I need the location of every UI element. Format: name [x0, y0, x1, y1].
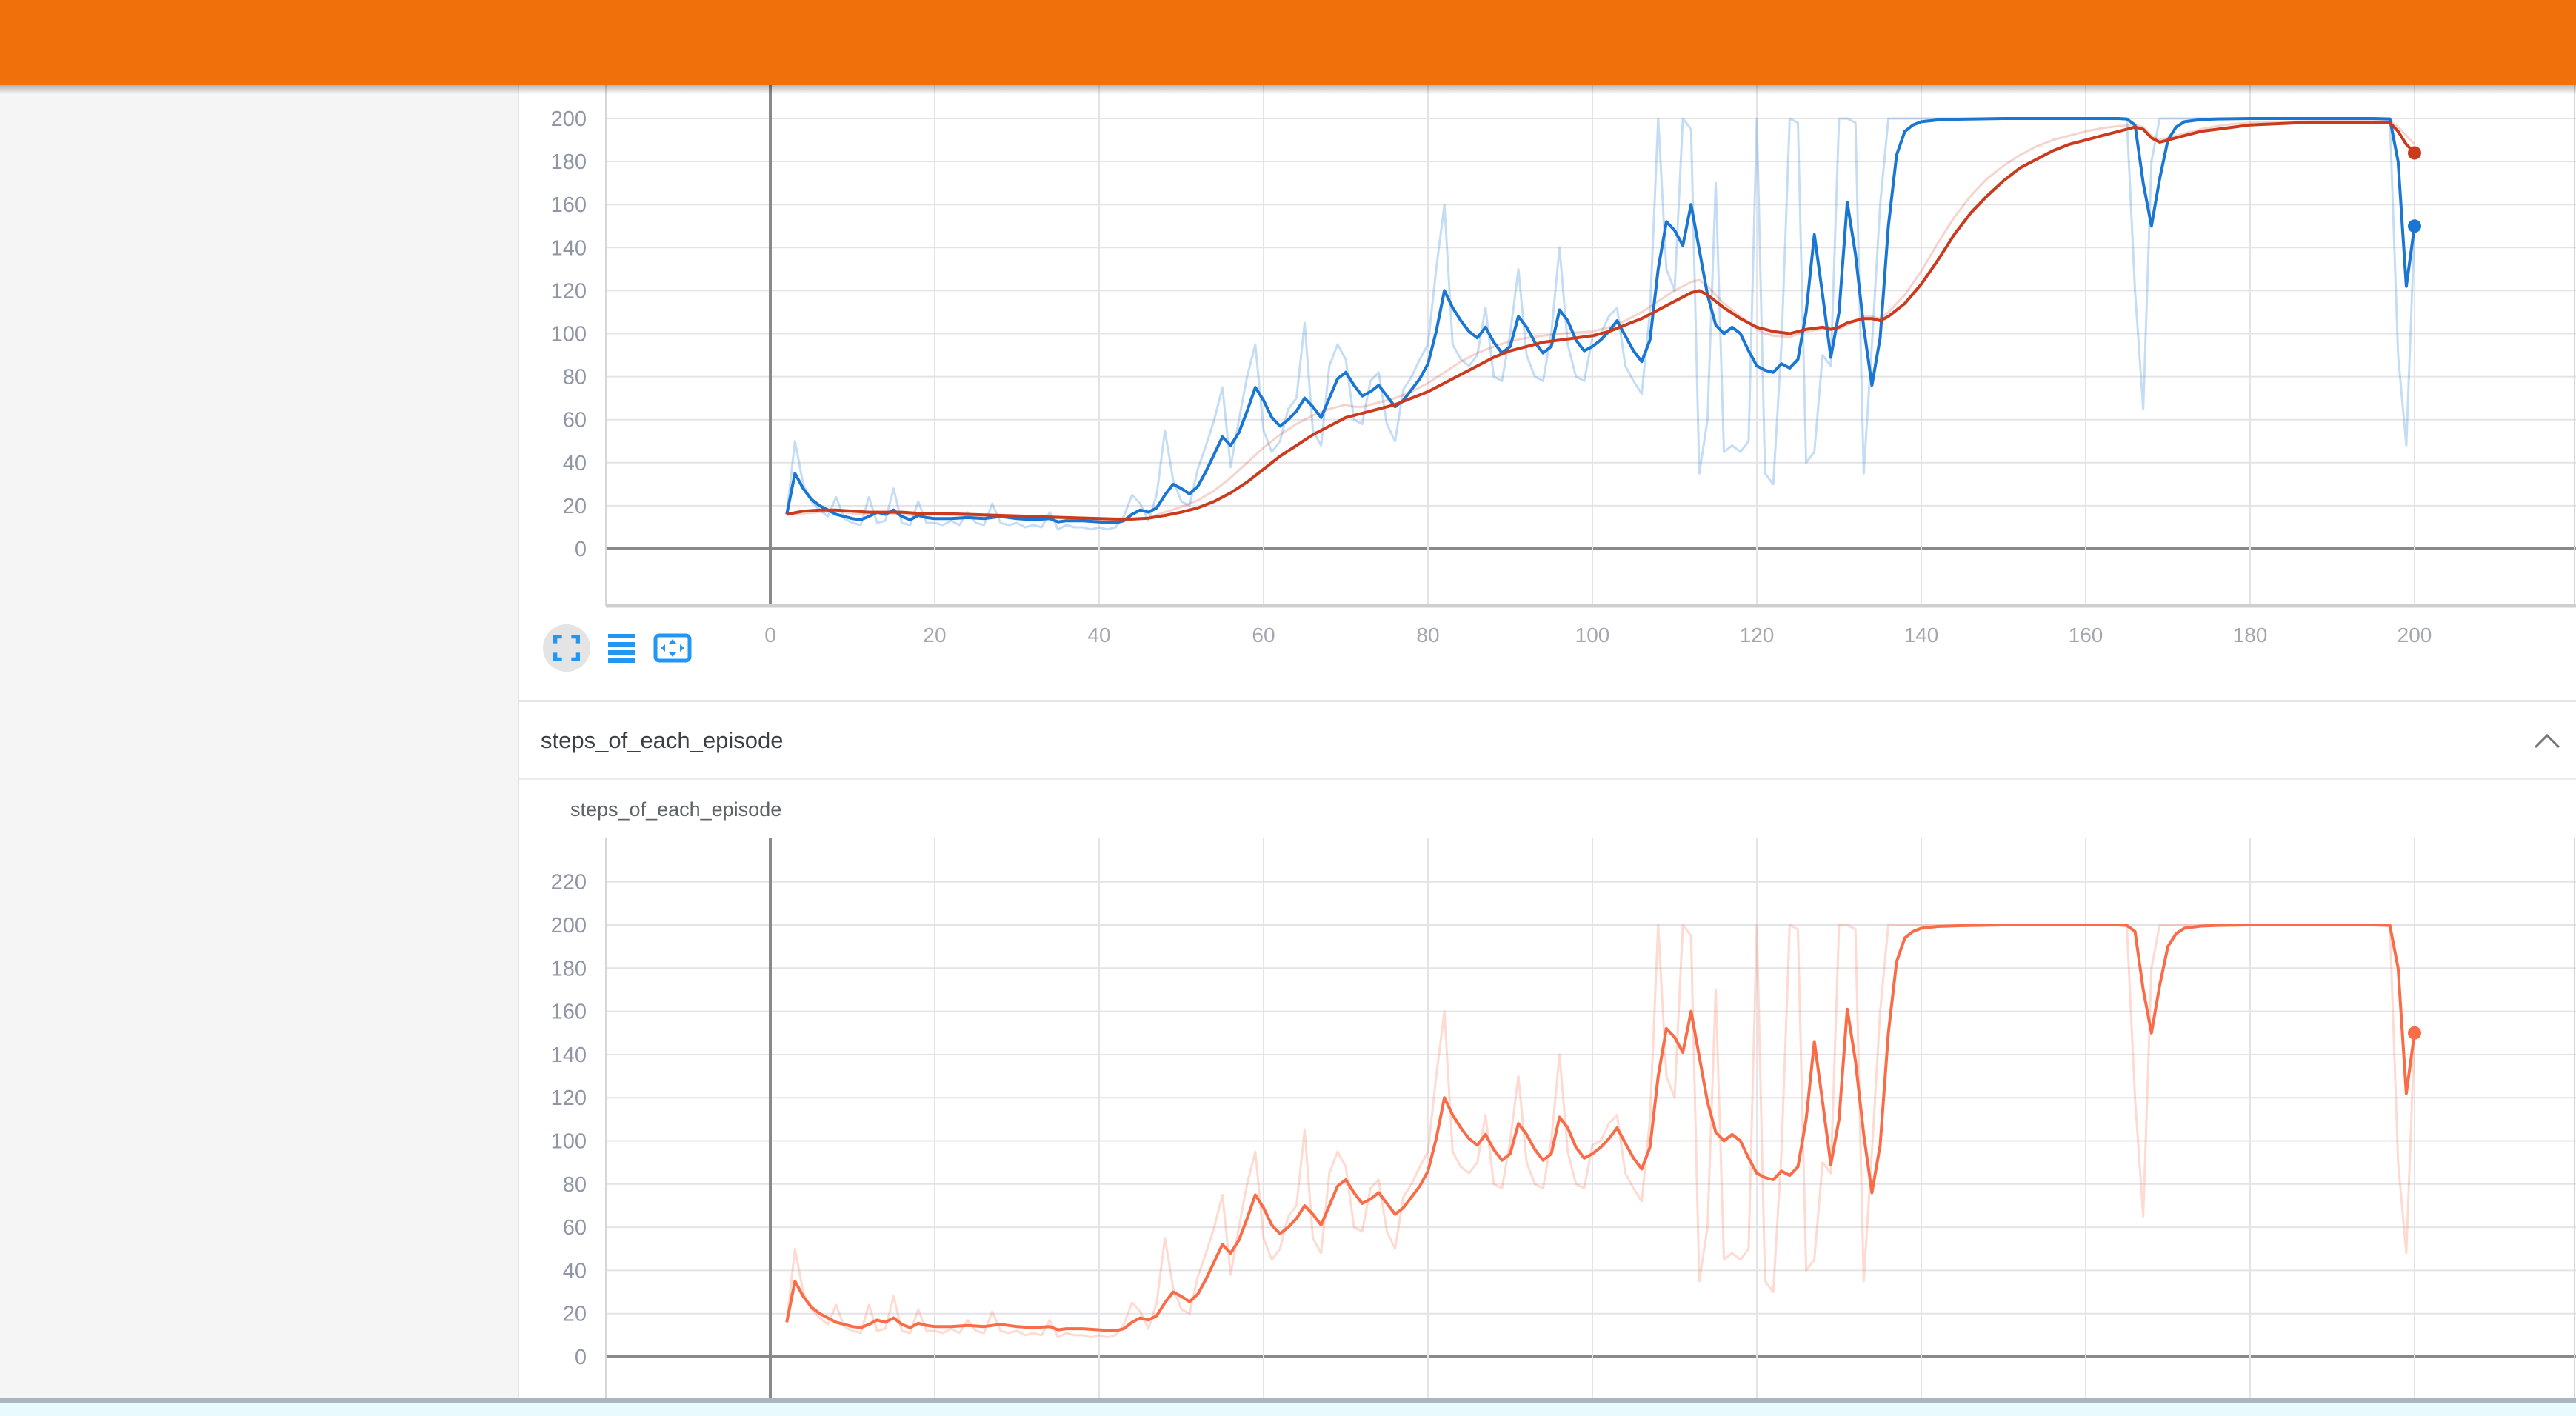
axis-tick-label: 80	[1416, 624, 1439, 647]
fit-domain-icon[interactable]	[653, 633, 692, 663]
axis-tick-label: 220	[551, 871, 587, 895]
axis-tick-label: 140	[1904, 624, 1939, 647]
axis-tick-label: 100	[1575, 624, 1610, 647]
series-line	[787, 119, 2416, 521]
axis-tick-label: 160	[2069, 624, 2103, 647]
sidebar	[0, 85, 519, 1398]
axis-tick-label: 60	[563, 1216, 587, 1240]
chart-title: steps_of_each_episode	[570, 798, 782, 821]
axis-tick-label: 120	[551, 1086, 587, 1110]
next-section-strip[interactable]	[0, 1403, 2576, 1416]
axis-tick-label: 80	[563, 366, 587, 390]
axis-tick-label: 200	[551, 107, 587, 131]
divider	[0, 1398, 2576, 1403]
axis-tick-label: 80	[563, 1173, 587, 1197]
series-line	[785, 924, 2416, 1332]
axis-tick-label: 180	[551, 150, 587, 174]
series-end-dot	[2408, 219, 2421, 233]
series-end-dot	[2408, 1026, 2421, 1040]
axis-tick-label: 120	[1740, 624, 1775, 647]
axis-tick-label: 60	[1252, 624, 1275, 647]
section-title: steps_of_each_episode	[541, 727, 784, 753]
chart-toolbar	[543, 624, 692, 672]
axis-tick-label: 160	[551, 1001, 587, 1024]
axis-tick-label: 20	[923, 624, 946, 647]
series-line	[785, 117, 2416, 525]
axis-tick-label: 160	[551, 193, 587, 217]
divider	[518, 700, 2576, 702]
axis-tick-label: 40	[563, 1259, 587, 1283]
axis-tick-label: 40	[563, 452, 587, 475]
log-scale-icon[interactable]	[608, 633, 635, 663]
axis-tick-label: 200	[2398, 624, 2432, 647]
axis-tick-label: 20	[563, 1303, 587, 1326]
series-end-dot	[2408, 146, 2421, 160]
steps-chart[interactable]: 0 20 40 60 80 100 120 140 160 180 200 220	[518, 780, 2576, 1402]
expand-chart-button[interactable]	[543, 624, 590, 672]
rewards-chart[interactable]: 0 20 40 60 80 100 120 140 160 180 200 0 20 40 60 80 100 1…	[518, 85, 2576, 701]
series-line	[785, 117, 2416, 531]
axis-tick-label: 120	[551, 279, 587, 303]
series-line	[785, 924, 2416, 1339]
axis-tick-label: 60	[563, 409, 587, 433]
series-line	[786, 121, 2416, 521]
axis-tick-label: 200	[551, 914, 587, 938]
section-header[interactable]	[518, 702, 2576, 778]
header-shadow	[0, 85, 2576, 94]
axis-tick-label: 100	[551, 1130, 587, 1154]
app-header	[0, 0, 2576, 85]
axis-tick-label: 20	[563, 495, 587, 518]
rewards-chart-svg[interactable]: 0 20 40 60 80 100 120 140 160 180 200 0 20 40 60 80 100 1…	[518, 85, 2576, 701]
axis-tick-label: 140	[551, 1043, 587, 1067]
axis-tick-label: 180	[2233, 624, 2268, 647]
axis-tick-label: 100	[551, 323, 587, 347]
chevron-up-icon[interactable]	[2533, 733, 2561, 753]
axis-tick-label: 180	[551, 957, 587, 981]
divider	[518, 778, 2576, 780]
axis-tick-label: 40	[1087, 624, 1110, 647]
axis-tick-label: 140	[551, 236, 587, 260]
axis-tick-label: 0	[764, 624, 776, 647]
expand-icon	[553, 635, 580, 661]
axis-tick-label: 0	[575, 538, 587, 561]
axis-tick-label: 0	[575, 1346, 587, 1369]
steps-chart-svg[interactable]: 0 20 40 60 80 100 120 140 160 180 200 220	[518, 780, 2576, 1402]
